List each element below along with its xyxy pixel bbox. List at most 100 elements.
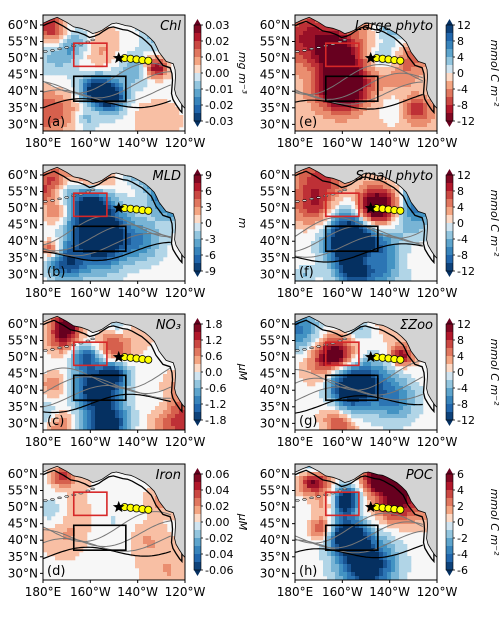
- colorbar-segment: [194, 522, 201, 531]
- lat-tick-label: 35°N: [260, 400, 290, 414]
- colorbar-tick-label: 8: [457, 334, 464, 347]
- colorbar-segment: [194, 404, 201, 413]
- panel-label: (c): [47, 414, 64, 429]
- colorbar-tick-label: 8: [457, 185, 464, 198]
- colorbar-segment: [446, 538, 453, 547]
- land: [43, 314, 185, 409]
- colorbar-tick-label: 0.04: [205, 484, 230, 497]
- colorbar-segment: [194, 356, 201, 365]
- island: [64, 345, 70, 348]
- island: [316, 196, 322, 199]
- colorbar-segment: [194, 175, 201, 184]
- colorbar: 9 6 3 0 -3 -6 -9 m: [193, 169, 249, 278]
- colorbar-segment: [446, 546, 453, 555]
- colorbar-tick-label: -8: [457, 99, 468, 112]
- panel-frame: [294, 164, 438, 282]
- colorbar-segment: [194, 340, 201, 349]
- colorbar-segment: [194, 324, 201, 333]
- station-marker: [144, 355, 153, 364]
- panel-label: (g): [299, 414, 317, 429]
- panel-title: Iron: [156, 468, 181, 483]
- panel-frame: [42, 164, 186, 282]
- colorbar-segment: [446, 530, 453, 539]
- colorbar-tick-label: 0.00: [205, 516, 230, 529]
- colorbar-segment: [446, 356, 453, 365]
- colorbar-segment: [446, 364, 453, 373]
- colorbar-segment: [194, 231, 201, 240]
- lat-tick-label: 45°N: [260, 517, 290, 531]
- lon-tick-label: 120°W: [417, 435, 458, 449]
- panel-label: (f): [299, 265, 314, 280]
- colorbar-segment: [446, 404, 453, 413]
- colorbar-segment: [194, 506, 201, 515]
- lon-tick-label: 180°E: [25, 585, 62, 599]
- red-region-box: [324, 341, 360, 367]
- colorbar-tick-label: -0.03: [205, 115, 233, 128]
- lat-tick-label: 35°N: [260, 101, 290, 115]
- island: [50, 498, 55, 501]
- island: [90, 487, 96, 491]
- map-panel-1: 60°N 55°N 50°N 45°N 40°N 35°N 30°N 180°E 160°W 14…: [260, 14, 500, 150]
- lat-tick-label: 55°N: [260, 334, 290, 348]
- lat-tick-label: 30°N: [8, 117, 38, 131]
- colorbar-segment: [446, 396, 453, 405]
- lat-tick-label: 50°N: [8, 51, 38, 65]
- lon-tick-label: 160°W: [70, 286, 111, 300]
- colorbar-segment: [446, 263, 453, 272]
- lat-tick-label: 50°N: [8, 201, 38, 215]
- lat-tick-label: 60°N: [260, 467, 290, 481]
- lat-tick-label: 30°N: [260, 566, 290, 580]
- island: [50, 199, 55, 202]
- lon-tick-label: 140°W: [369, 286, 410, 300]
- lat-tick-label: 60°N: [260, 168, 290, 182]
- lat-tick-label: 60°N: [8, 168, 38, 182]
- station-marker: [144, 505, 153, 514]
- lat-tick-label: 55°N: [260, 484, 290, 498]
- colorbar-tick-label: 9: [205, 169, 212, 182]
- island: [309, 496, 315, 499]
- panel-label: (e): [299, 115, 317, 130]
- red-region-box: [72, 42, 108, 68]
- colorbar-tick-label: -6: [457, 564, 468, 577]
- lat-tick-label: 40°N: [8, 84, 38, 98]
- panel-frame: [42, 463, 186, 581]
- contour-lines: [295, 318, 435, 414]
- island: [57, 496, 63, 499]
- lat-tick-label: 50°N: [260, 51, 290, 65]
- island: [302, 348, 307, 351]
- colorbar-extend-top: [194, 169, 201, 175]
- colorbar-segment: [446, 191, 453, 200]
- lon-tick-label: 160°W: [70, 136, 111, 150]
- lon-tick-label: 160°W: [70, 435, 111, 449]
- colorbar-segment: [446, 65, 453, 74]
- colorbar-segment: [194, 239, 201, 248]
- colorbar-unit-label: mmol C m⁻²: [488, 190, 500, 257]
- colorbar-tick-label: -0.02: [205, 99, 233, 112]
- red-region-box: [324, 491, 360, 517]
- panel-frame: [294, 463, 438, 581]
- colorbar-segment: [194, 191, 201, 200]
- colorbar-segment: [446, 207, 453, 216]
- colorbar-segment: [194, 554, 201, 563]
- red-region-box: [72, 341, 108, 367]
- land: [295, 464, 437, 559]
- lon-tick-label: 120°W: [417, 286, 458, 300]
- colorbar-tick-label: -0.02: [205, 532, 233, 545]
- lat-tick-label: 50°N: [260, 500, 290, 514]
- colorbar-tick-label: 0: [205, 217, 212, 230]
- colorbar-segment: [194, 562, 201, 571]
- island: [50, 49, 55, 52]
- map-panel-0: 60°N 55°N 50°N 45°N 40°N 35°N 30°N 180°E 160°W 14…: [8, 14, 249, 150]
- colorbar-extend-top: [446, 468, 453, 474]
- lat-tick-label: 35°N: [8, 550, 38, 564]
- colorbar-unit-label: mmol C m⁻²: [488, 489, 500, 556]
- colorbar-tick-label: -1.8: [205, 414, 226, 427]
- black-region-box: [72, 225, 127, 252]
- colorbar-segment: [446, 175, 453, 184]
- station-marker: [144, 206, 153, 215]
- lat-tick-label: 45°N: [260, 68, 290, 82]
- land: [295, 314, 437, 409]
- red-region-box: [72, 491, 108, 517]
- lon-tick-label: 180°E: [277, 286, 314, 300]
- island: [43, 200, 48, 203]
